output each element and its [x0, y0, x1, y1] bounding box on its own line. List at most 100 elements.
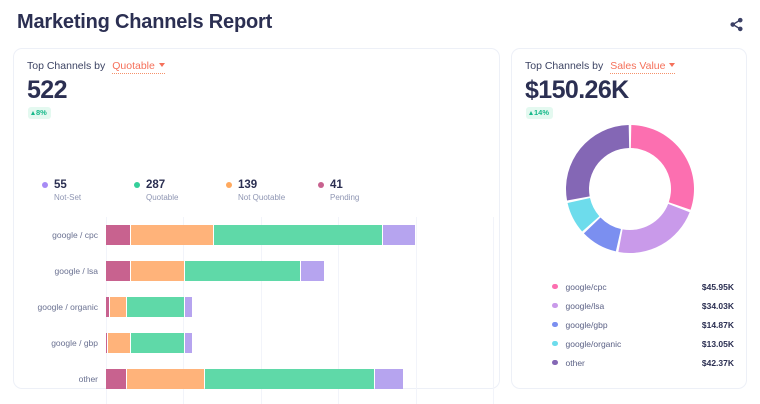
left-total-value: 522: [27, 76, 68, 104]
left-metric-value: Quotable: [112, 60, 155, 72]
status-legend-item: 41 Pending: [318, 179, 410, 202]
bar-segment[interactable]: [374, 369, 403, 389]
bar-segment[interactable]: [106, 225, 131, 245]
bar-segment[interactable]: [131, 333, 185, 353]
legend-value: $13.05K: [701, 338, 734, 349]
bar-segment[interactable]: [185, 297, 193, 317]
bar-track: [106, 369, 493, 389]
status-legend-item: 139 Not Quotable: [226, 179, 318, 202]
bar-row[interactable]: google / gbp: [27, 325, 501, 361]
donut-legend-row[interactable]: google/gbp $14.87K: [552, 315, 734, 334]
left-metric-prefix: Top Channels by: [27, 60, 106, 72]
right-total-value: $150.26K: [525, 76, 629, 104]
legend-value: $45.95K: [701, 281, 734, 292]
status-legend-item: 55 Not-Set: [42, 179, 134, 202]
bar-segment[interactable]: [106, 297, 109, 317]
status-count: 139: [238, 179, 258, 191]
status-dot-icon: [42, 182, 48, 188]
right-metric-prefix: Top Channels by: [525, 60, 604, 72]
status-label: Quotable: [146, 193, 179, 202]
status-label: Pending: [330, 193, 360, 202]
donut-legend: google/cpc $45.95K google/lsa $34.03K google…: [552, 277, 734, 372]
legend-dot-icon: [552, 283, 558, 290]
donut-slice[interactable]: [618, 203, 690, 253]
right-delta-badge: 14%: [526, 107, 554, 119]
bar-segment[interactable]: [185, 333, 193, 353]
status-count: 41: [330, 179, 343, 191]
page-header: Marketing Channels Report: [0, 0, 760, 46]
left-metric-header: Top Channels by Quotable: [27, 60, 165, 74]
donut-slice[interactable]: [566, 125, 630, 201]
legend-dot-icon: [552, 359, 558, 366]
status-legend: 55 Not-Set 287 Quotable 139 Not Quotable 41 Pen…: [42, 179, 410, 202]
bar-segment[interactable]: [106, 333, 107, 353]
bar-segment[interactable]: [301, 261, 324, 281]
status-label: Not Quotable: [238, 193, 286, 202]
legend-label: other: [565, 357, 585, 368]
legend-value: $42.37K: [701, 357, 734, 368]
quotable-card: Top Channels by Quotable 522 8% 55 Not-Se…: [13, 48, 501, 404]
donut-chart: [540, 115, 720, 263]
donut-slice[interactable]: [630, 125, 694, 210]
bar-row[interactable]: google / lsa: [27, 253, 501, 289]
bar-segment[interactable]: [127, 297, 185, 317]
bar-track: [106, 297, 493, 317]
donut-slice[interactable]: [567, 197, 600, 232]
status-label: Not-Set: [54, 193, 82, 202]
donut-slice[interactable]: [583, 217, 621, 252]
arrow-up-icon: [31, 110, 35, 115]
legend-value: $34.03K: [701, 300, 734, 311]
bar-row[interactable]: google / organic: [27, 289, 501, 325]
legend-dot-icon: [552, 340, 558, 347]
bar-row[interactable]: other: [27, 361, 501, 397]
bar-track: [106, 333, 493, 353]
page-title: Marketing Channels Report: [17, 11, 273, 33]
left-metric-dropdown[interactable]: Quotable: [112, 60, 165, 74]
bar-segment[interactable]: [214, 225, 382, 245]
sales-value-card: Top Channels by Sales Value $150.26K 14%…: [511, 48, 747, 389]
right-metric-dropdown[interactable]: Sales Value: [610, 60, 676, 74]
left-delta-badge: 8%: [28, 107, 51, 119]
bar-segment[interactable]: [185, 261, 301, 281]
bar-segment[interactable]: [382, 225, 415, 245]
bar-track: [106, 225, 493, 245]
donut-legend-row[interactable]: google/organic $13.05K: [552, 334, 734, 353]
bar-segment[interactable]: [107, 333, 131, 353]
bar-segment[interactable]: [127, 369, 204, 389]
bar-segment[interactable]: [204, 369, 374, 389]
bar-track: [106, 261, 493, 281]
bar-category-label: google / cpc: [52, 230, 98, 240]
bar-segment[interactable]: [106, 261, 131, 281]
legend-dot-icon: [552, 302, 558, 309]
left-delta-value: 8%: [36, 108, 47, 117]
legend-label: google/gbp: [565, 319, 608, 330]
status-count: 55: [54, 179, 67, 191]
bar-segment[interactable]: [109, 297, 127, 317]
bar-category-label: google / organic: [37, 302, 99, 312]
status-count: 287: [146, 179, 166, 191]
chevron-down-icon: [669, 63, 676, 67]
status-dot-icon: [226, 182, 232, 188]
legend-label: google/organic: [565, 338, 622, 349]
bar-segment[interactable]: [131, 261, 185, 281]
bar-row[interactable]: google / cpc: [27, 217, 501, 253]
legend-dot-icon: [552, 321, 558, 328]
legend-label: google/lsa: [565, 300, 605, 311]
status-legend-item: 287 Quotable: [134, 179, 226, 202]
right-delta-value: 14%: [534, 108, 550, 117]
donut-legend-row[interactable]: google/cpc $45.95K: [552, 277, 734, 296]
donut-legend-row[interactable]: google/lsa $34.03K: [552, 296, 734, 315]
bar-category-label: google / lsa: [54, 266, 98, 276]
donut-legend-row[interactable]: other $42.37K: [552, 353, 734, 372]
status-dot-icon: [318, 182, 324, 188]
share-icon[interactable]: [726, 14, 746, 34]
arrow-up-icon: [529, 110, 533, 115]
bar-segment[interactable]: [131, 225, 214, 245]
right-metric-header: Top Channels by Sales Value: [525, 60, 676, 74]
legend-label: google/cpc: [565, 281, 607, 292]
status-dot-icon: [134, 182, 140, 188]
bar-segment[interactable]: [106, 369, 127, 389]
legend-value: $14.87K: [701, 319, 734, 330]
bar-chart: google / cpc google / lsa google / organic…: [27, 217, 501, 389]
bar-category-label: google / gbp: [51, 338, 98, 348]
